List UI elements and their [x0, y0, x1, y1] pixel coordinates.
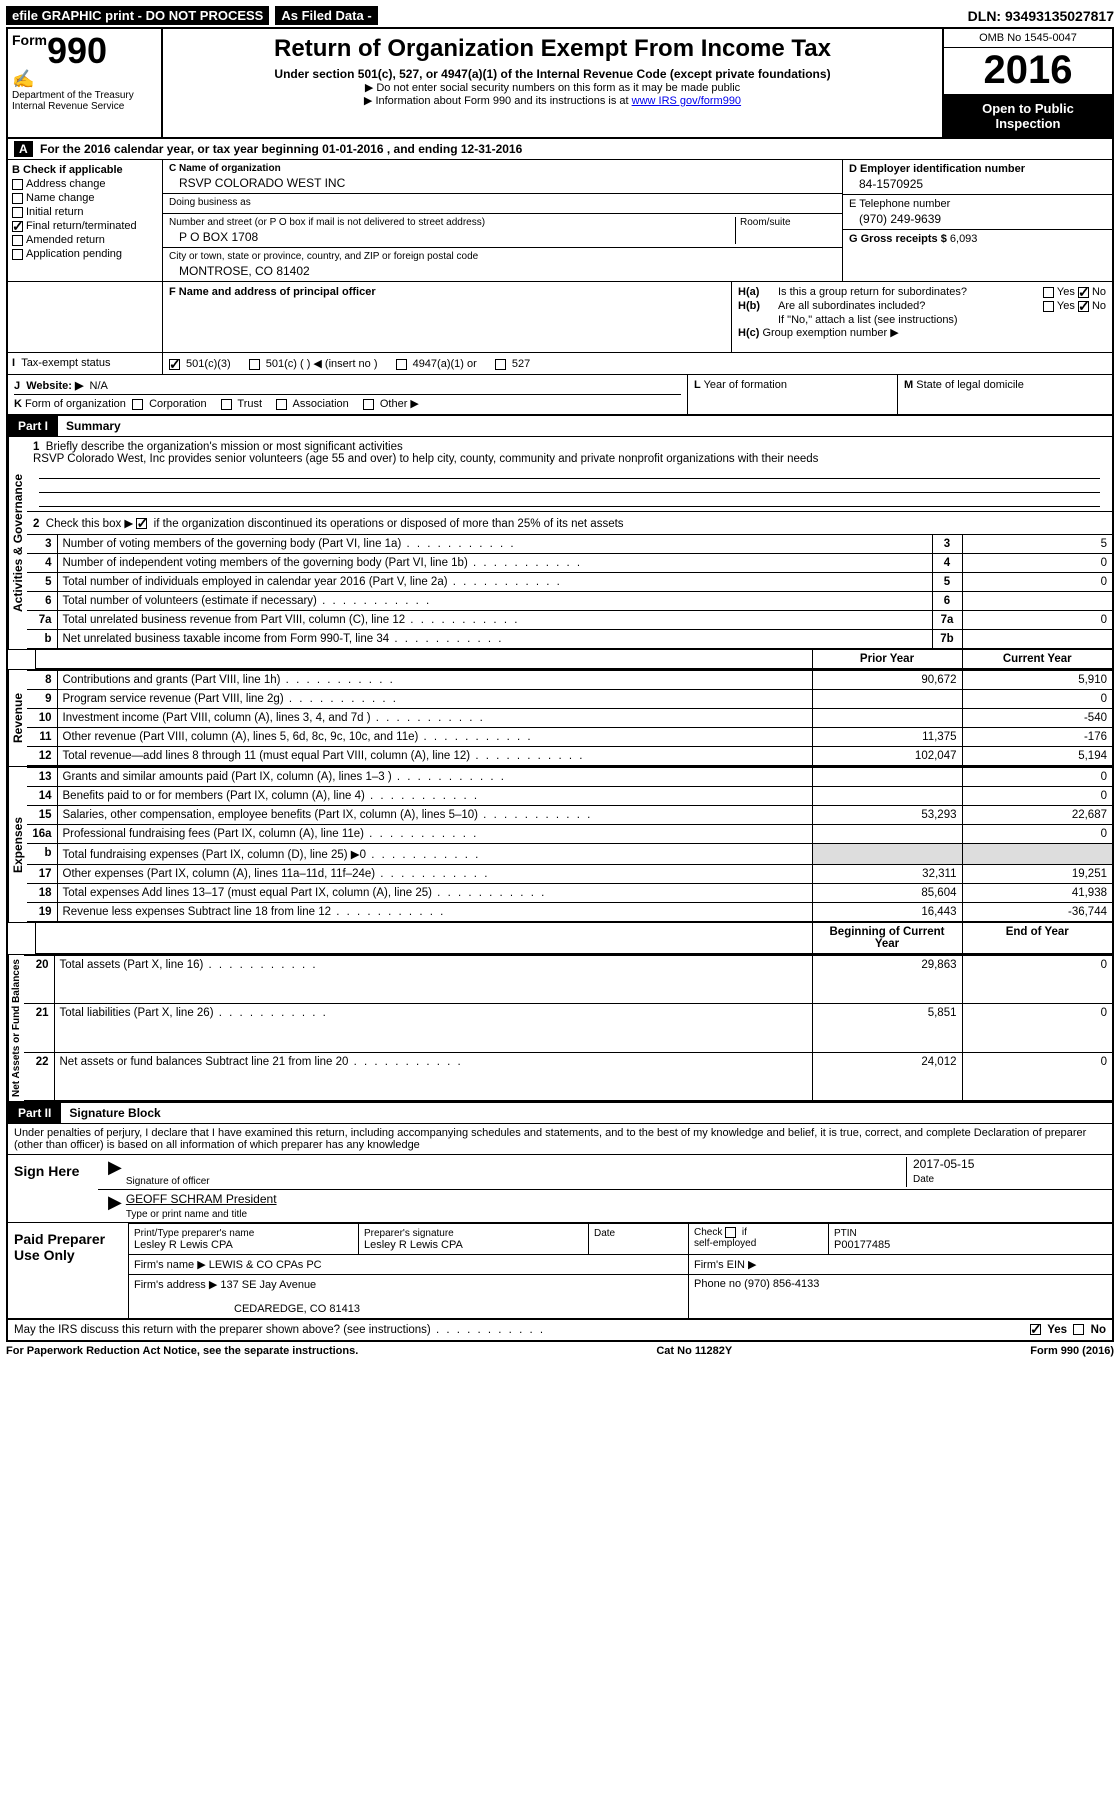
efile-label: efile GRAPHIC print - DO NOT PROCESS [6, 6, 269, 25]
dln: DLN: 93493135027817 [968, 8, 1114, 24]
checkbox[interactable] [1030, 1324, 1041, 1335]
checkbox[interactable] [136, 518, 147, 529]
asfiled-label: As Filed Data - [275, 6, 377, 25]
declaration: Under penalties of perjury, I declare th… [8, 1124, 1112, 1155]
footer: For Paperwork Reduction Act Notice, see … [6, 1342, 1114, 1357]
row-i: I Tax-exempt status 501(c)(3) 501(c) ( )… [8, 353, 1112, 375]
form-header: Form990 ✍ Department of the Treasury Int… [8, 29, 1112, 139]
org-name: RSVP COLORADO WEST INC [169, 174, 836, 190]
header-middle: Return of Organization Exempt From Incom… [163, 29, 942, 137]
checkbox[interactable] [1043, 287, 1054, 298]
header-grid: B Check if applicable Address changeName… [8, 160, 1112, 282]
part2-header: Part IISignature Block [8, 1103, 1112, 1124]
tax-year: 2016 [944, 48, 1112, 95]
checkbox[interactable] [1043, 301, 1054, 312]
col-d: D Employer identification number 84-1570… [842, 160, 1112, 281]
mission-text: RSVP Colorado West, Inc provides senior … [33, 453, 818, 465]
row-a: A For the 2016 calendar year, or tax yea… [8, 139, 1112, 160]
form-title: Return of Organization Exempt From Incom… [171, 35, 934, 63]
header-right: OMB No 1545-0047 2016 Open to Public Ins… [942, 29, 1112, 137]
phone: (970) 249-9639 [849, 210, 1106, 226]
col-b: B Check if applicable Address changeName… [8, 160, 163, 281]
checkbox[interactable] [1073, 1324, 1084, 1335]
form-container: Form990 ✍ Department of the Treasury Int… [6, 27, 1114, 1342]
irs-link[interactable]: www IRS gov/form990 [632, 95, 741, 107]
col-c: C Name of organization RSVP COLORADO WES… [163, 160, 842, 281]
top-bar: efile GRAPHIC print - DO NOT PROCESS As … [6, 6, 1114, 25]
row-jk: J Website: ▶ N/A K Form of organization … [8, 375, 1112, 416]
checkbox[interactable] [1078, 301, 1089, 312]
part1-header: Part ISummary [8, 416, 1112, 437]
checkbox[interactable] [1078, 287, 1089, 298]
ein: 84-1570925 [849, 175, 1106, 191]
header-left: Form990 ✍ Department of the Treasury Int… [8, 29, 163, 137]
